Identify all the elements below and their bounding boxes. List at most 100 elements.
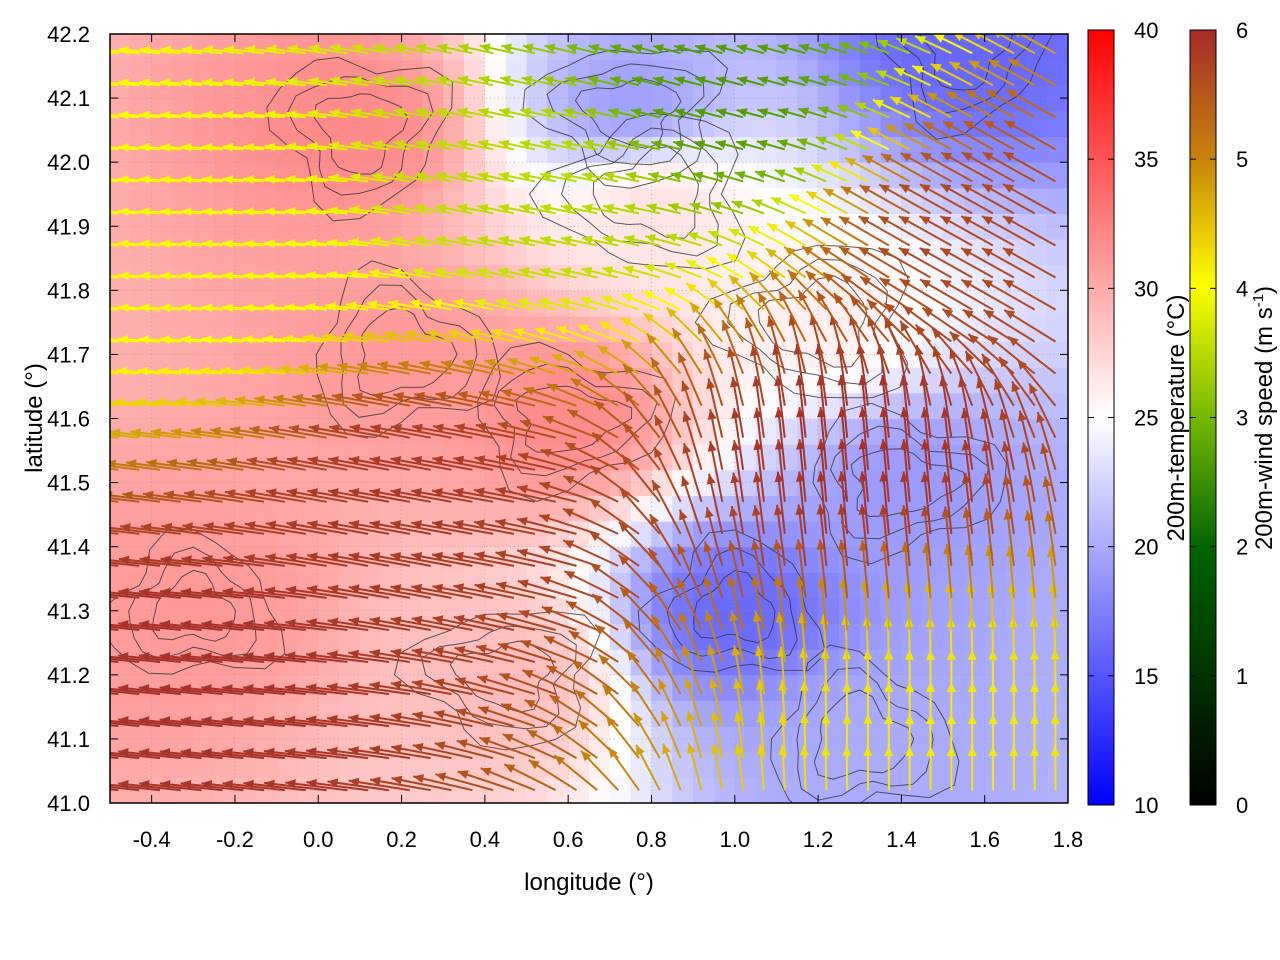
temperature-contour (546, 63, 705, 166)
wind-vector-head (419, 360, 431, 369)
wind-vector-head (264, 683, 275, 693)
wind-vector-head (940, 279, 952, 289)
wind-vector-head (599, 321, 610, 331)
wind-vector-head (574, 350, 586, 360)
wind-vector (110, 660, 119, 663)
wind-vector-head (543, 75, 554, 85)
wind-vector-head (265, 109, 276, 119)
wind-vector-head (138, 335, 150, 344)
wind-vector (981, 353, 1015, 407)
wind-vector-head (727, 347, 736, 358)
wind-vector (411, 489, 473, 503)
wind-vector-head (474, 519, 485, 529)
temperature-cell (193, 213, 215, 240)
temperature-cell (963, 777, 986, 803)
temperature-cell (1047, 316, 1068, 343)
temperature-cell (859, 649, 882, 676)
wind-vector (265, 490, 327, 503)
wind-vector-head (690, 302, 701, 314)
wind-vector-head (118, 303, 129, 313)
wind-vector-head (435, 772, 447, 782)
wind-vector-head (279, 364, 290, 374)
temperature-contour (493, 363, 658, 477)
wind-vector (411, 681, 473, 696)
wind-vector-head (608, 108, 620, 117)
wind-vector-head (265, 553, 276, 563)
wind-vector (110, 591, 161, 599)
wind-vector (435, 773, 494, 792)
wind-vector-head (327, 584, 339, 594)
wind-vector-head (307, 109, 319, 119)
wind-vector-head (391, 775, 403, 785)
temperature-cell (755, 239, 777, 266)
temperature-cell (1026, 777, 1048, 803)
temperature-cell (151, 136, 174, 163)
wind-vector-head (305, 683, 317, 693)
wind-vector (140, 525, 202, 535)
wind-vector-head (181, 78, 192, 87)
temperature-cell (380, 341, 403, 368)
temperature-cell (1026, 264, 1048, 291)
wind-vector (110, 211, 119, 215)
wind-vector-head (654, 415, 664, 427)
temperature-cell (672, 290, 694, 317)
wind-vector-head (58, 523, 69, 532)
wind-vector (390, 682, 452, 696)
wind-vector-head (245, 488, 257, 498)
wind-vector-head (369, 520, 381, 529)
wind-vector-head (411, 455, 423, 465)
temperature-cell (235, 264, 257, 291)
wind-vector-head (563, 476, 575, 485)
wind-vector-head (457, 139, 468, 149)
wind-vector (998, 356, 1036, 407)
wind-vector (110, 529, 140, 535)
wind-vector-head (138, 620, 150, 629)
wind-vector-head (501, 703, 512, 712)
wind-vector-head (519, 419, 531, 428)
wind-vector-head (432, 583, 444, 593)
wind-vector (328, 425, 390, 439)
wind-vector (433, 711, 494, 728)
temperature-cell (172, 85, 194, 112)
wind-vector-head (239, 365, 251, 375)
wind-vector-head (679, 612, 688, 624)
wind-vector-head (715, 140, 727, 149)
wind-vector-head (498, 203, 510, 213)
wind-vector-head (523, 386, 535, 396)
wind-vector-head (390, 712, 402, 722)
temperature-cell (255, 85, 278, 112)
wind-vector-head (695, 76, 706, 85)
wind-vector-head (307, 141, 318, 151)
wind-vector-head (175, 397, 187, 407)
wind-vector-head (201, 748, 212, 757)
wind-vector-head (369, 616, 381, 626)
wind-vector-head (243, 747, 254, 757)
wind-vector-head (903, 305, 914, 316)
wind-vector (474, 552, 536, 567)
wind-vector-head (697, 323, 707, 335)
temperature-cell (172, 136, 194, 163)
wind-vector-head (305, 270, 317, 280)
temperature-cell (1026, 597, 1048, 625)
temperature-cell (901, 623, 923, 650)
temperature-cell (110, 187, 132, 214)
y-tick-label: 41.2 (47, 663, 90, 688)
wind-vector-head (139, 142, 150, 152)
wind-vector-head (435, 235, 446, 245)
temperature-cell (214, 213, 236, 240)
wind-vector-head (731, 408, 740, 419)
wind-vector-head (561, 203, 572, 213)
wind-vector (307, 489, 369, 503)
wind-vector-head (362, 331, 374, 340)
wind-vector-head (285, 174, 296, 184)
wind-vector-head (746, 250, 758, 261)
wind-vector-head (96, 367, 106, 376)
wind-vector (516, 485, 577, 503)
wind-vector-head (603, 203, 614, 213)
wind-vector-head (736, 294, 746, 306)
wind-vector-head (138, 684, 150, 693)
wind-vector (180, 654, 244, 663)
temperature-cell (276, 187, 298, 214)
wind-vector-head (180, 620, 191, 629)
wind-vector (286, 457, 348, 471)
